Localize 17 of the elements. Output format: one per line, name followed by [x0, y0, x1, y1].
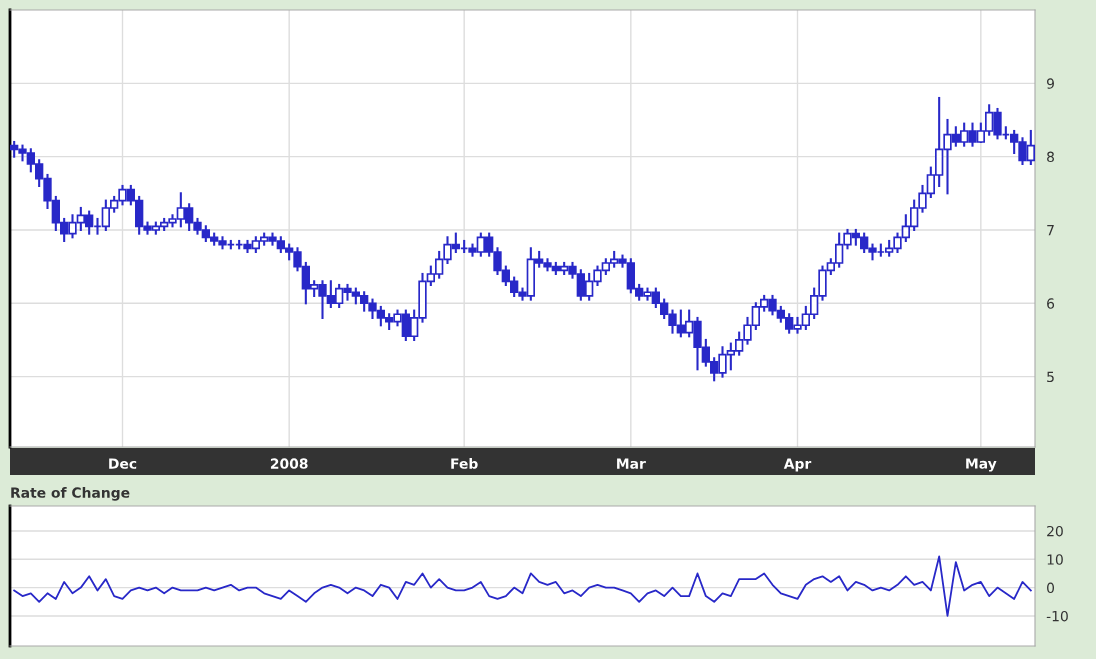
x-tick-label: Apr [783, 458, 812, 472]
x-tick-label: 2008 [270, 458, 308, 469]
line-series [13, 555, 1032, 617]
y-tick-label: 8 [1047, 151, 1054, 163]
x-tick-label: Feb [451, 458, 478, 469]
y-tick-label: -10 [1046, 610, 1068, 622]
y-tick-label: 20 [1047, 525, 1063, 537]
chart-title: Rate of Change [11, 487, 130, 501]
y-tick-label: 9 [1046, 78, 1054, 89]
x-tick-label: Mar [617, 458, 646, 469]
y-tick-label: 10 [1047, 554, 1063, 565]
y-tick-label: 0 [1047, 582, 1055, 594]
y-tick-label: 5 [1047, 371, 1054, 383]
x-tick-label: Dec [109, 458, 137, 469]
y-tick-label: 6 [1047, 298, 1055, 309]
y-tick-label: 7 [1047, 225, 1054, 236]
x-tick-label: May [966, 458, 997, 472]
